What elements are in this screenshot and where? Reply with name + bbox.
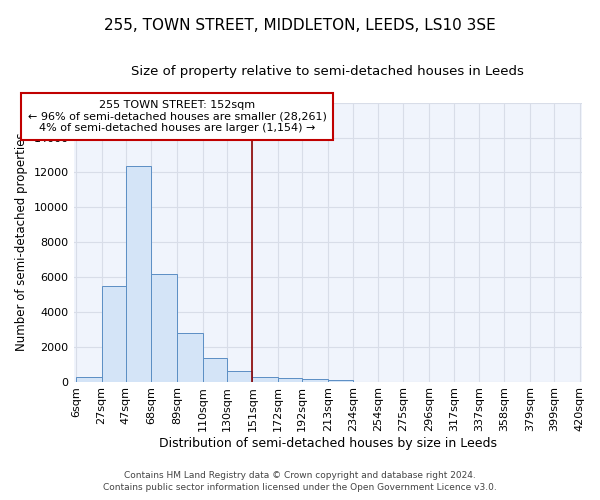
Bar bbox=[203, 358, 227, 382]
Bar bbox=[278, 378, 302, 382]
X-axis label: Distribution of semi-detached houses by size in Leeds: Distribution of semi-detached houses by … bbox=[159, 437, 497, 450]
Bar bbox=[126, 166, 151, 382]
Bar bbox=[101, 286, 126, 382]
Y-axis label: Number of semi-detached properties: Number of semi-detached properties bbox=[15, 133, 28, 352]
Bar bbox=[227, 372, 253, 382]
Bar bbox=[76, 376, 101, 382]
Text: 255 TOWN STREET: 152sqm
← 96% of semi-detached houses are smaller (28,261)
4% of: 255 TOWN STREET: 152sqm ← 96% of semi-de… bbox=[28, 100, 326, 134]
Bar bbox=[302, 379, 328, 382]
Bar bbox=[151, 274, 177, 382]
Bar bbox=[328, 380, 353, 382]
Bar bbox=[177, 333, 203, 382]
Text: Contains HM Land Registry data © Crown copyright and database right 2024.
Contai: Contains HM Land Registry data © Crown c… bbox=[103, 471, 497, 492]
Bar bbox=[253, 377, 278, 382]
Title: Size of property relative to semi-detached houses in Leeds: Size of property relative to semi-detach… bbox=[131, 65, 524, 78]
Text: 255, TOWN STREET, MIDDLETON, LEEDS, LS10 3SE: 255, TOWN STREET, MIDDLETON, LEEDS, LS10… bbox=[104, 18, 496, 32]
